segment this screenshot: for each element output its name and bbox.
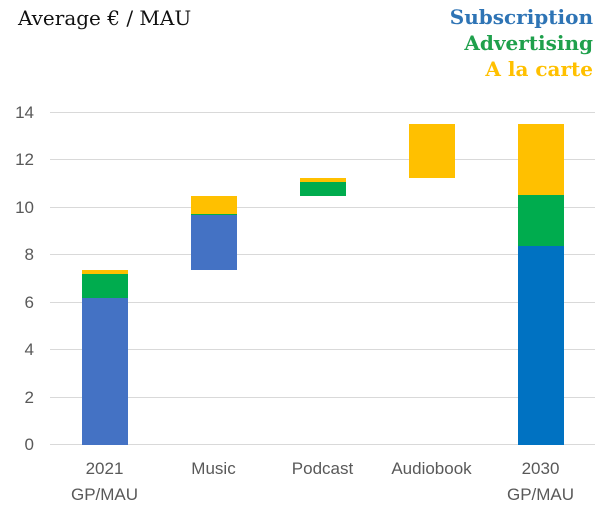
bar-segment-a-la-carte bbox=[81, 269, 128, 275]
bar-segment-advertising bbox=[81, 274, 128, 298]
x-axis-label-line: Music bbox=[191, 459, 236, 478]
x-axis-label-line: Podcast bbox=[291, 459, 354, 478]
gridline bbox=[50, 206, 595, 208]
legend: Subscription Advertising A la carte bbox=[450, 4, 593, 82]
legend-item-advertising: Advertising bbox=[464, 31, 593, 55]
gridline bbox=[50, 444, 595, 445]
y-tick-label: 0 bbox=[24, 435, 34, 454]
y-tick-label: 12 bbox=[15, 150, 34, 170]
y-tick-label: 14 bbox=[15, 103, 34, 122]
x-axis-label-line: GP/MAU bbox=[70, 485, 139, 504]
bar-segment-a-la-carte bbox=[190, 196, 237, 214]
x-axis-label-line: Audiobook bbox=[391, 459, 472, 478]
plot-area bbox=[50, 112, 595, 445]
bar-segment-a-la-carte bbox=[299, 178, 346, 182]
x-axis-label: Audiobook bbox=[377, 456, 486, 482]
bar-segment-a-la-carte bbox=[517, 123, 564, 195]
bar-segment-subscription bbox=[81, 297, 128, 445]
x-axis-label: 2030 GP/MAU bbox=[486, 456, 595, 508]
gridline bbox=[50, 396, 595, 398]
bar-segment-a-la-carte bbox=[408, 123, 455, 179]
legend-item-a-la-carte: A la carte bbox=[485, 57, 593, 81]
chart-title: Average € / MAU bbox=[18, 6, 192, 30]
x-axis-label: Music bbox=[159, 456, 268, 482]
x-axis-label: Podcast bbox=[268, 456, 377, 482]
y-tick-label: 2 bbox=[24, 387, 34, 407]
gridline bbox=[50, 159, 595, 161]
x-axis: 2021 GP/MAU Music Podcast Audiobook 2030 GP/MA… bbox=[50, 456, 595, 512]
bar-segment-advertising bbox=[517, 194, 564, 246]
gridline bbox=[50, 254, 595, 256]
bar-segment-subscription bbox=[517, 245, 564, 445]
gridline bbox=[50, 349, 595, 351]
bar-segment-subscription bbox=[190, 214, 237, 270]
legend-item-subscription: Subscription bbox=[449, 5, 593, 29]
gridline bbox=[50, 301, 595, 303]
gridline bbox=[50, 112, 595, 113]
y-tick-label: 10 bbox=[15, 197, 34, 217]
bar-segment-advertising bbox=[190, 213, 237, 215]
y-tick-label: 6 bbox=[24, 292, 34, 312]
y-axis: 0 2 4 6 8 10 12 14 bbox=[0, 0, 40, 516]
x-axis-label: 2021 GP/MAU bbox=[50, 456, 159, 508]
bar-segment-advertising bbox=[299, 181, 346, 196]
x-axis-label-line: 2021 bbox=[85, 459, 124, 478]
y-tick-label: 4 bbox=[24, 340, 34, 360]
x-axis-label-line: 2030 bbox=[521, 459, 560, 478]
x-axis-label-line: GP/MAU bbox=[506, 485, 575, 504]
y-tick-label: 8 bbox=[24, 245, 34, 265]
